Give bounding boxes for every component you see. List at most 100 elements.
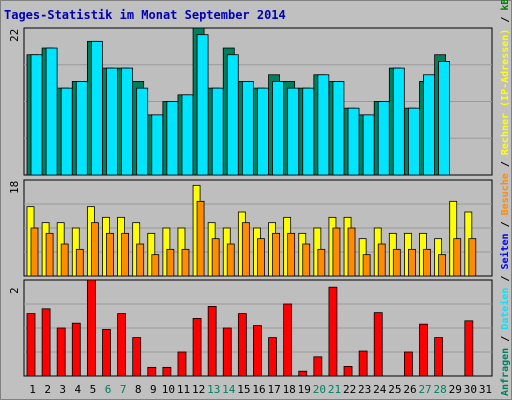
bar-kb-f-day-2 <box>41 308 51 377</box>
bar-dateien-day-11 <box>181 94 194 176</box>
bar-dateien-day-1 <box>30 54 43 176</box>
bar-kb-f-day-7 <box>117 313 126 377</box>
bar-kb-f-day-3 <box>56 327 66 377</box>
legend-part-3: / <box>500 270 511 288</box>
x-tick-label-day-22: 22 <box>343 383 356 396</box>
bar-dateien-day-2 <box>45 47 58 176</box>
bar-kb-f-day-30 <box>464 320 474 377</box>
bar-dateien-day-26 <box>408 107 420 176</box>
x-tick-label-day-27: 27 <box>418 383 431 396</box>
x-tick-label-day-12: 12 <box>192 383 205 396</box>
right-legend: Anfragen / Dateien / Seiten / Besuche / … <box>499 0 511 396</box>
x-tick-label-day-31: 31 <box>479 383 492 396</box>
chart-panels: 22 18 2 <box>8 27 493 377</box>
bar-besuche-day-29 <box>453 238 462 277</box>
x-tick-label-day-7: 7 <box>120 383 127 396</box>
bar-dateien-day-20 <box>317 74 330 176</box>
x-axis-day-labels: 1 2 3 4 5 6 7 8 9 10 11 12 13 14 15 16 17 18 19 20 21 22 23 24 2… <box>29 383 492 396</box>
bar-dateien-day-21 <box>332 81 345 176</box>
legend-part-0: Anfragen <box>500 348 511 396</box>
bar-besuche-day-12 <box>196 200 205 277</box>
bar-kb-f-day-5 <box>86 279 96 377</box>
legend-part-5: / <box>500 215 511 233</box>
bar-dateien-day-22 <box>347 107 360 176</box>
bar-kb-f-day-15 <box>237 313 247 377</box>
x-tick-label-day-6: 6 <box>105 383 112 396</box>
bar-dateien-day-24 <box>377 101 390 176</box>
bar-besuche-day-13 <box>211 238 220 277</box>
bar-dateien-day-4 <box>75 81 88 176</box>
bar-kb-f-day-22 <box>343 365 353 377</box>
x-tick-label-day-30: 30 <box>464 383 477 396</box>
bar-besuche-day-22 <box>347 227 356 277</box>
bar-besuche-day-18 <box>287 232 296 277</box>
bar-besuche-day-20 <box>317 248 326 277</box>
bar-besuche-day-23 <box>362 254 371 277</box>
x-tick-label-day-19: 19 <box>298 383 311 396</box>
bar-besuche-day-26 <box>408 248 416 277</box>
bar-kb-f-day-8 <box>132 337 142 377</box>
x-tick-label-day-28: 28 <box>434 383 447 396</box>
bar-kb-f-day-20 <box>313 356 323 377</box>
bar-besuche-day-2 <box>45 232 54 277</box>
bar-dateien-day-23 <box>362 114 375 176</box>
bar-dateien-day-3 <box>60 87 73 176</box>
bar-dateien-day-16 <box>257 87 269 176</box>
x-tick-label-day-14: 14 <box>222 383 236 396</box>
legend-part-10: kB Out <box>500 0 511 11</box>
bar-besuche-day-17 <box>272 232 280 277</box>
bar-kb-f-day-13 <box>207 305 217 377</box>
bar-besuche-day-4 <box>75 248 84 277</box>
bar-besuche-day-9 <box>151 254 160 277</box>
x-tick-label-day-11: 11 <box>177 383 190 396</box>
bar-besuche-day-30 <box>468 238 477 277</box>
x-tick-label-day-20: 20 <box>313 383 326 396</box>
x-tick-label-day-3: 3 <box>59 383 66 396</box>
x-tick-label-day-15: 15 <box>237 383 250 396</box>
bar-kb-f-day-1 <box>26 313 36 377</box>
legend-part-8: Rechner (IP-Adressen) <box>500 29 511 155</box>
bar-besuche-day-11 <box>181 248 190 277</box>
x-tick-label-day-25: 25 <box>388 383 401 396</box>
bar-kb-f-day-28 <box>434 337 444 377</box>
x-tick-label-day-16: 16 <box>252 383 265 396</box>
bar-dateien-day-6 <box>106 67 118 176</box>
x-tick-label-day-13: 13 <box>207 383 220 396</box>
bar-besuche-day-25 <box>392 248 401 277</box>
bar-besuche-day-10 <box>166 248 175 277</box>
bar-besuche-day-16 <box>257 238 265 277</box>
bar-kb-f-day-27 <box>419 323 428 377</box>
bar-dateien-day-5 <box>90 40 103 176</box>
bar-kb-f-day-17 <box>268 337 277 377</box>
bar-besuche-day-27 <box>423 248 431 277</box>
bar-besuche-day-7 <box>121 232 129 277</box>
bar-besuche-day-24 <box>377 243 386 277</box>
middle-y-max-label: 18 <box>8 181 21 194</box>
x-tick-label-day-21: 21 <box>328 383 341 396</box>
x-tick-label-day-29: 29 <box>449 383 462 396</box>
bar-kb-f-day-16 <box>253 325 262 377</box>
bar-kb-f-day-26 <box>404 351 413 377</box>
bar-dateien-day-27 <box>423 74 435 176</box>
bar-kb-f-day-9 <box>147 366 157 377</box>
bar-kb-f-day-10 <box>162 366 172 377</box>
bar-dateien-day-19 <box>302 87 315 176</box>
x-tick-label-day-26: 26 <box>403 383 416 396</box>
bottom-y-max-label: 2 <box>8 287 21 294</box>
bar-dateien-day-25 <box>392 67 405 176</box>
x-tick-label-day-17: 17 <box>267 383 280 396</box>
x-tick-label-day-18: 18 <box>283 383 296 396</box>
bar-dateien-day-14 <box>226 54 239 176</box>
bar-kb-f-day-21 <box>328 286 338 377</box>
x-tick-label-day-24: 24 <box>373 383 387 396</box>
legend-part-1: / <box>500 330 511 348</box>
bar-besuche-day-14 <box>226 243 235 277</box>
legend-part-9: / <box>500 11 511 29</box>
legend-part-4: Seiten <box>499 233 511 269</box>
bar-dateien-day-10 <box>166 101 179 176</box>
x-tick-label-day-10: 10 <box>162 383 175 396</box>
bar-kb-f-day-14 <box>222 327 232 377</box>
chart-title: Tages-Statistik im Monat September 2014 <box>4 8 286 22</box>
x-tick-label-day-8: 8 <box>135 383 142 396</box>
middle-panel: 18 <box>8 179 493 277</box>
